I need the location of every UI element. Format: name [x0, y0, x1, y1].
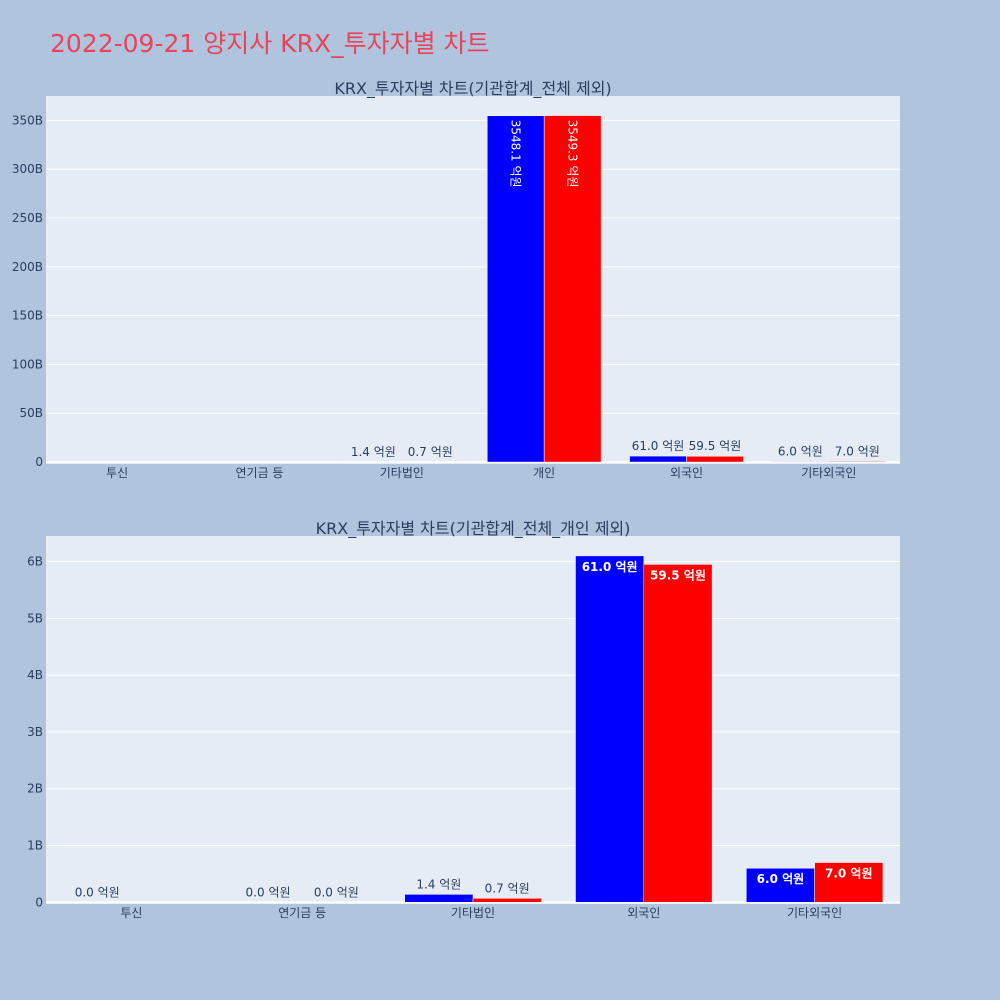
bar — [543, 115, 602, 463]
y-tick-label: 200B — [12, 260, 43, 274]
data-label: 6.0 억원 — [757, 872, 805, 886]
data-label: 0.7 억원 — [408, 445, 453, 459]
x-tick-label: 외국인 — [670, 466, 703, 480]
x-tick-label: 연기금 등 — [236, 466, 284, 480]
plot-area — [46, 536, 900, 904]
y-tick-label: 100B — [12, 357, 43, 371]
data-label: 61.0 억원 — [632, 439, 685, 453]
x-tick-label: 기타법인 — [451, 906, 495, 920]
data-label: 3548.1 억원 — [509, 120, 523, 188]
data-label: 59.5 억원 — [650, 568, 706, 582]
data-label: 6.0 억원 — [778, 444, 823, 458]
data-label: 0.0 억원 — [246, 885, 291, 899]
y-tick-label: 300B — [12, 162, 43, 176]
y-tick-label: 0 — [35, 455, 43, 469]
y-tick-label: 250B — [12, 211, 43, 225]
x-tick-label: 투신 — [106, 466, 128, 480]
bar — [814, 862, 884, 903]
bar — [746, 867, 815, 903]
x-tick-label: 기타법인 — [380, 466, 424, 480]
data-label: 7.0 억원 — [835, 444, 880, 458]
bar — [472, 898, 542, 903]
x-tick-label: 외국인 — [627, 906, 660, 920]
data-label: 0.7 억원 — [485, 881, 530, 895]
chart-title: KRX_투자자별 차트(기관합계_전체_개인 제외) — [316, 519, 631, 539]
x-tick-label: 기타외국인 — [801, 466, 856, 480]
x-tick-label: 개인 — [533, 466, 555, 480]
x-tick-label: 투신 — [120, 906, 142, 920]
data-label: 61.0 억원 — [582, 560, 638, 574]
bar — [575, 555, 645, 903]
y-tick-label: 50B — [19, 406, 43, 420]
y-tick-label: 2B — [27, 782, 43, 796]
y-tick-label: 1B — [27, 839, 43, 853]
bar — [486, 115, 545, 463]
y-tick-label: 5B — [27, 611, 43, 625]
bar — [404, 894, 474, 903]
data-label: 0.0 억원 — [75, 885, 120, 899]
y-tick-label: 6B — [27, 555, 43, 569]
chart-title: KRX_투자자별 차트(기관합계_전체 제외) — [334, 79, 611, 99]
data-label: 7.0 억원 — [825, 867, 873, 881]
data-label: 59.5 억원 — [689, 439, 742, 453]
page-title: 2022-09-21 양지사 KRX_투자자별 차트 — [50, 29, 490, 58]
bar — [686, 455, 744, 463]
y-tick-label: 150B — [12, 309, 43, 323]
plot-area — [46, 96, 900, 464]
data-label: 0.0 억원 — [314, 885, 359, 899]
bar — [828, 461, 887, 463]
data-label: 3549.3 억원 — [566, 120, 580, 188]
y-tick-label: 0 — [35, 895, 43, 909]
y-tick-label: 350B — [12, 113, 43, 127]
data-label: 1.4 억원 — [351, 445, 396, 459]
bar — [643, 564, 713, 903]
y-tick-label: 3B — [27, 725, 43, 739]
x-tick-label: 연기금 등 — [278, 906, 326, 920]
data-label: 1.4 억원 — [416, 877, 461, 891]
x-tick-label: 기타외국인 — [787, 906, 842, 920]
y-tick-label: 4B — [27, 668, 43, 682]
